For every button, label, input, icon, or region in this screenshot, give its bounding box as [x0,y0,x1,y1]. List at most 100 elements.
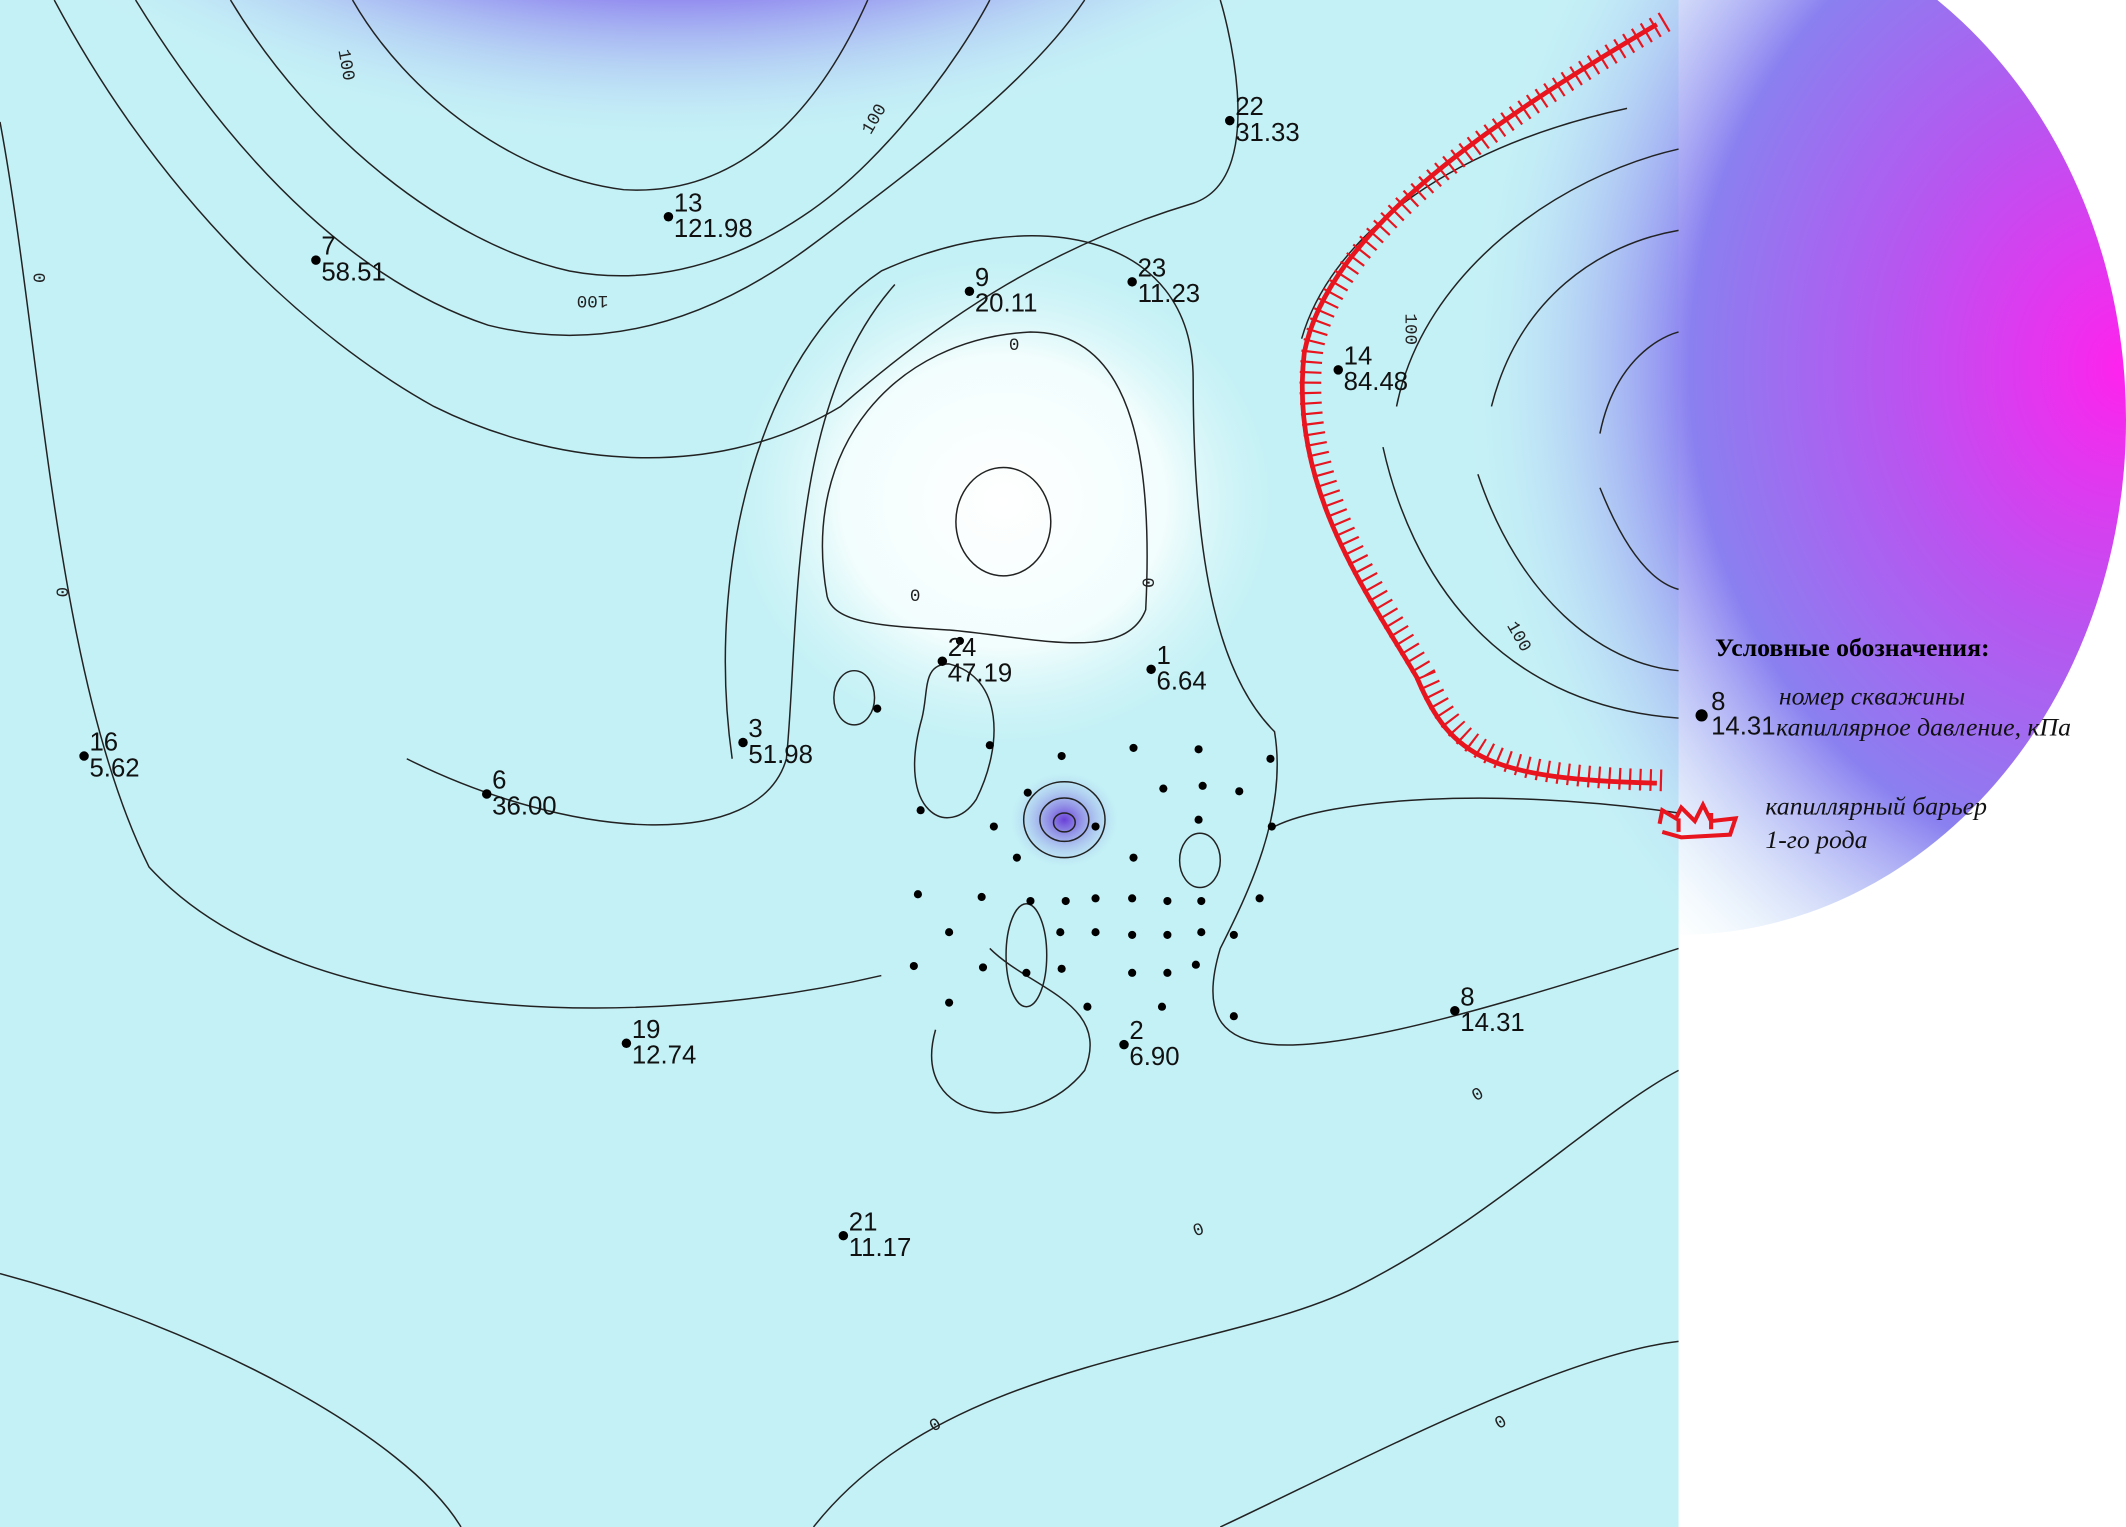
sample-point [945,928,954,937]
sample-point [1128,968,1137,977]
sample-point [873,704,882,713]
contour [1005,902,1048,1008]
sample-point [1163,968,1172,977]
well-number: 3 [748,715,762,743]
well-number: 21 [849,1208,878,1236]
contour [0,121,882,1009]
sample-point [1023,788,1032,797]
well-dot [311,255,321,265]
sample-point [1163,896,1172,906]
well-number: 8 [1460,983,1474,1011]
legend-text: 1-го рода [1765,825,1867,854]
sample-point [945,998,954,1007]
legend-well-dot [1695,709,1708,722]
well-dot [964,286,975,297]
contour [1382,446,1679,719]
well-value: 47.19 [948,660,1012,688]
legend: Условные обозначения: 8 14.31 номер сква… [1657,633,2071,854]
well-value: 121.98 [674,215,753,243]
sample-point [1056,928,1065,937]
well-number: 6 [492,767,506,795]
sample-point [989,822,998,831]
well-number: 23 [1138,254,1167,282]
sample-point [1235,787,1244,796]
contour [1178,832,1222,889]
well-number: 24 [948,634,977,662]
sample-point [978,963,988,972]
contour [1022,781,1106,859]
sample-point [909,961,918,971]
sample-points [873,636,1276,1021]
sample-point [955,636,965,645]
sample-point [1191,960,1200,969]
capillary-barrier [1299,12,1671,792]
sample-point [1266,754,1275,763]
sample-point [1091,894,1100,903]
sample-point [1129,853,1138,862]
contour [406,284,896,826]
sample-point [1194,745,1203,754]
sample-point [1197,928,1206,937]
well-value: 20.11 [975,290,1038,318]
well-dot [663,212,674,222]
contour-label: 0 [1136,577,1156,588]
sample-point [916,806,925,815]
contour [1477,473,1679,672]
well-value: 31.33 [1235,119,1299,147]
contour [1395,148,1679,407]
well-value: 14.31 [1460,1009,1524,1037]
well-value: 5.62 [89,754,139,782]
well-dot [79,751,89,761]
sample-point [1157,1002,1167,1011]
sample-point [1061,896,1070,906]
contour-label: 100 [577,290,609,310]
well-dot [621,1038,632,1049]
sample-point [1267,822,1276,831]
well-dot [482,789,492,799]
contour [1219,1340,1679,1527]
contour [1274,797,1679,828]
sample-point [1194,815,1203,824]
well-number: 16 [89,729,118,757]
well-value: 58.51 [321,258,385,286]
well-value: 51.98 [748,741,812,769]
well-value: 36.00 [492,792,556,820]
legend-title: Условные обозначения: [1715,633,1989,662]
contour [53,0,1239,459]
contour [1052,812,1076,833]
contour [134,0,1086,337]
sample-point [1128,894,1137,903]
well-dot [937,656,948,666]
sample-point [1255,894,1264,903]
contour [724,235,1679,1046]
local-high [1010,772,1119,868]
well-dot [1127,277,1137,287]
sample-point [1026,896,1035,906]
contours [0,0,1679,1527]
well-value: 11.17 [849,1234,912,1262]
contour-label: 0 [27,272,47,283]
sample-point [913,890,922,899]
well-number: 14 [1344,342,1373,370]
contour [1599,487,1679,591]
contour-label: 0 [50,587,70,598]
well-value: 6.90 [1129,1043,1179,1071]
low-zone [732,257,1275,746]
well-dot [1119,1039,1129,1050]
contour [351,0,869,191]
contour-label: 0 [1009,336,1020,356]
legend-text: капиллярное давление, кПа [1776,713,2071,742]
well-value: 11.23 [1138,280,1201,308]
sample-point [1057,964,1066,973]
barrier-line [1299,22,1659,786]
contour-label: 100 [1399,313,1419,345]
well-value: 12.74 [632,1042,696,1070]
well-value: 84.48 [1344,368,1408,396]
sample-point [1091,822,1100,831]
well-dot [738,737,748,748]
sample-point [1012,853,1021,862]
well-dot [1225,115,1235,126]
sample-point [1198,781,1207,790]
